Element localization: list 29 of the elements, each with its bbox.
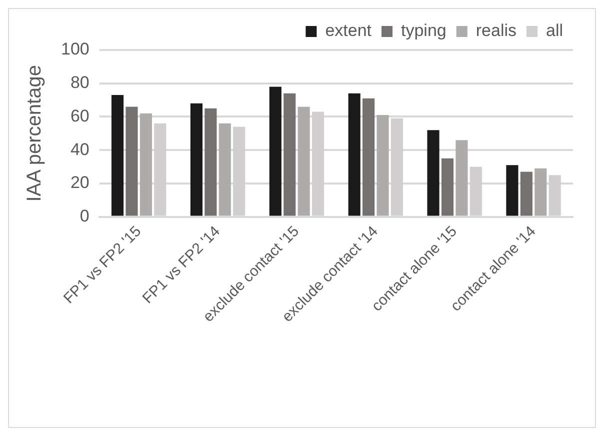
y-tick-label: 60 xyxy=(70,106,90,126)
legend-label: all xyxy=(546,21,564,40)
bar xyxy=(190,103,202,216)
bar xyxy=(441,158,454,216)
bar xyxy=(218,123,231,216)
bar xyxy=(520,172,532,216)
bar xyxy=(456,140,468,216)
bar xyxy=(298,106,310,216)
legend-label: extent xyxy=(325,21,372,40)
bar xyxy=(284,93,296,216)
y-tick-label: 0 xyxy=(80,206,90,226)
y-tick-label: 20 xyxy=(70,173,90,192)
bar xyxy=(269,86,282,216)
bar xyxy=(427,130,440,216)
bar xyxy=(348,93,360,216)
y-tick-label: 80 xyxy=(70,73,90,92)
bar xyxy=(126,106,138,216)
y-axis-title: IAA percentage xyxy=(24,65,46,202)
bar xyxy=(140,113,152,216)
bar xyxy=(111,95,124,216)
bar xyxy=(204,108,217,216)
bar xyxy=(362,98,375,216)
legend-label: realis xyxy=(476,21,516,40)
y-tick-label: 100 xyxy=(60,40,90,59)
bar xyxy=(534,168,547,216)
bar xyxy=(506,165,518,216)
legend-label: typing xyxy=(401,21,446,40)
y-tick-label: 40 xyxy=(70,140,90,159)
bar xyxy=(376,115,389,216)
